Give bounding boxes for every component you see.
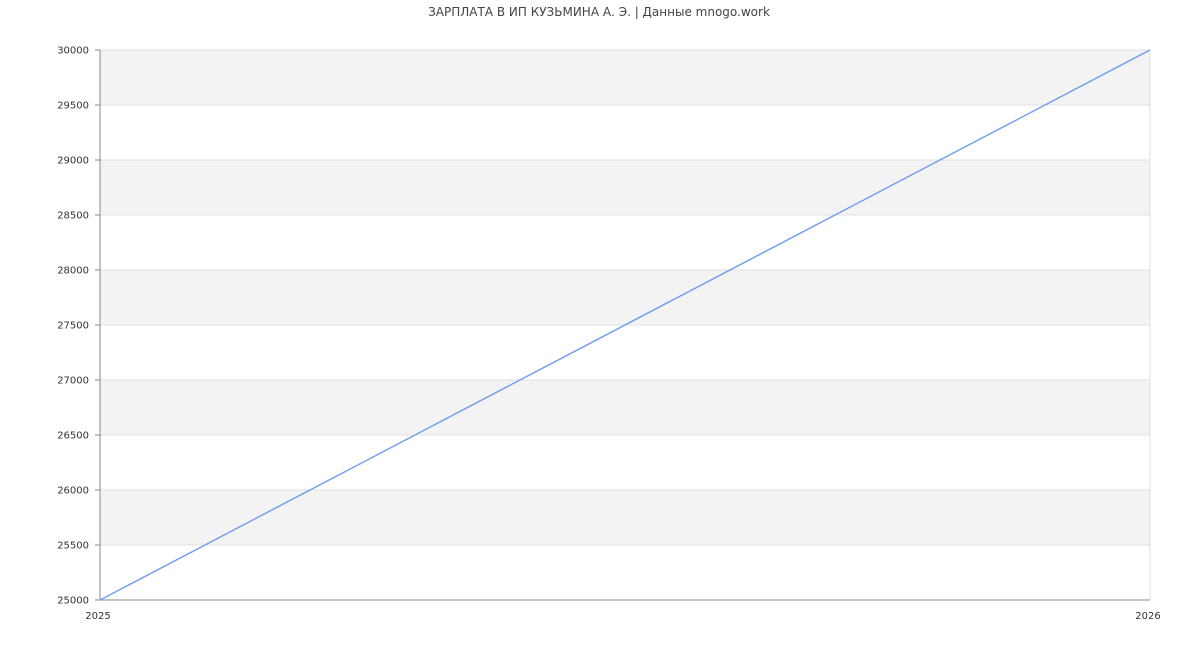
grid-band <box>100 270 1150 325</box>
series-line <box>99 49 1151 601</box>
grid-band <box>100 105 1150 160</box>
y-tick-label: 27500 <box>57 321 89 332</box>
grid-band <box>100 50 1150 105</box>
grid-band <box>100 545 1150 600</box>
y-tick-label: 30000 <box>57 46 89 57</box>
grid-band <box>100 380 1150 435</box>
grid-bands <box>100 50 1150 600</box>
y-tick-label: 26000 <box>57 486 89 497</box>
grid-band <box>100 435 1150 490</box>
grid-band <box>100 215 1150 270</box>
y-tick-label: 26500 <box>57 431 89 442</box>
x-axis-ticks: 2025 2026 <box>85 599 1161 622</box>
y-tick-label: 29500 <box>57 101 89 112</box>
grid-band <box>100 490 1150 545</box>
x-tick-label: 2025 <box>85 611 110 622</box>
series-lines <box>99 49 1151 601</box>
y-tick-label: 29000 <box>57 156 89 167</box>
y-tick-label: 25500 <box>57 541 89 552</box>
y-tick-label: 27000 <box>57 376 89 387</box>
grid-band <box>100 325 1150 380</box>
y-tick-label: 28500 <box>57 211 89 222</box>
y-tick-label: 28000 <box>57 266 89 277</box>
chart-title: ЗАРПЛАТА В ИП КУЗЬМИНА А. Э. | Данные mn… <box>428 5 770 19</box>
y-tick-label: 25000 <box>57 596 89 607</box>
grid-band <box>100 160 1150 215</box>
x-tick-label: 2026 <box>1135 611 1160 622</box>
